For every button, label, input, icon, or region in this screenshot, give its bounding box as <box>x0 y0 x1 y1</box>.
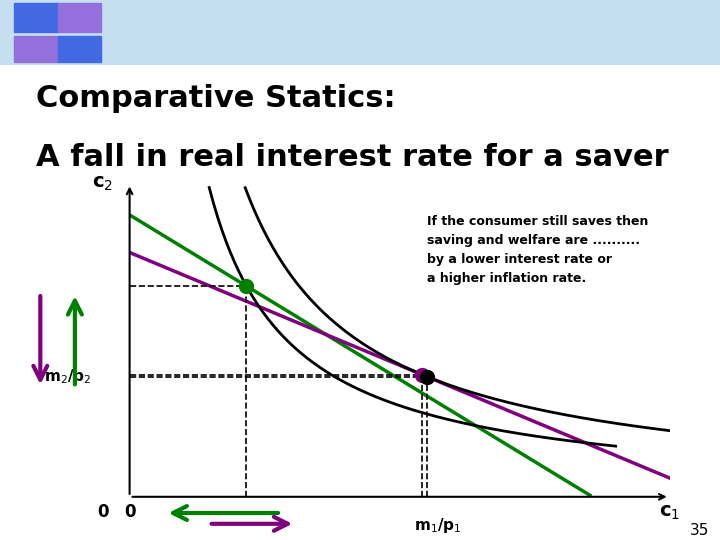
Text: A fall in real interest rate for a saver: A fall in real interest rate for a saver <box>36 143 669 172</box>
Text: c$_2$: c$_2$ <box>92 174 113 193</box>
Bar <box>14 3 58 32</box>
Text: 0: 0 <box>97 503 108 522</box>
Text: Comparative Statics:: Comparative Statics: <box>36 84 395 113</box>
Text: 0: 0 <box>124 503 135 522</box>
Text: m$_1$/p$_1$: m$_1$/p$_1$ <box>415 516 462 535</box>
Text: m$_2$/p$_2$: m$_2$/p$_2$ <box>44 367 92 386</box>
Bar <box>58 36 101 62</box>
Bar <box>14 36 58 62</box>
Text: If the consumer still saves then
saving and welfare are ..........
by a lower in: If the consumer still saves then saving … <box>426 215 648 285</box>
Text: 35: 35 <box>690 523 709 538</box>
Text: c$_1$: c$_1$ <box>659 503 680 522</box>
Bar <box>58 3 101 32</box>
